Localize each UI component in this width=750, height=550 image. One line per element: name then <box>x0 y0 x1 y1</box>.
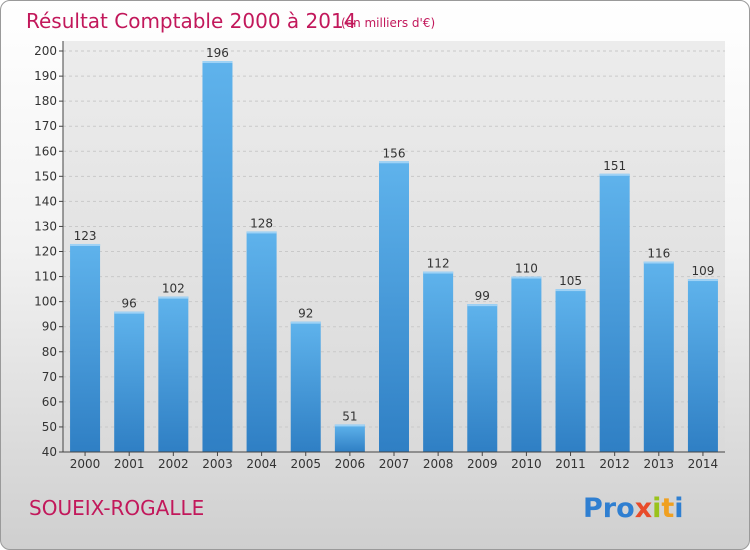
bar-2014 <box>687 279 718 452</box>
y-tick-label: 180 <box>34 94 57 108</box>
x-tick-label: 2012 <box>599 457 630 471</box>
x-tick-label: 2000 <box>70 457 101 471</box>
y-tick-label: 90 <box>42 320 57 334</box>
bars <box>70 61 718 453</box>
bar-highlight <box>290 321 321 324</box>
bar-highlight <box>158 296 189 299</box>
logo-letter: t <box>661 493 674 524</box>
bar-2013 <box>643 261 674 452</box>
bar-2006 <box>334 424 365 452</box>
value-label: 112 <box>427 257 450 271</box>
x-tick-label: 2006 <box>335 457 366 471</box>
proxiti-logo: Proxiti <box>583 493 684 524</box>
x-axis: 2000 2001 2002 2003 2004 2005 2006 2007 2008 2009… <box>63 451 725 471</box>
bar-2005 <box>290 321 321 452</box>
y-tick-label: 150 <box>34 169 57 183</box>
value-label: 105 <box>559 274 582 288</box>
bar-2000 <box>70 243 101 452</box>
y-tick-label: 200 <box>34 44 57 58</box>
bar-highlight <box>202 61 233 64</box>
y-tick-label: 60 <box>42 395 57 409</box>
bar-highlight <box>687 279 718 282</box>
bar-highlight <box>70 243 101 246</box>
y-tick-label: 120 <box>34 245 57 259</box>
value-label: 151 <box>603 159 626 173</box>
bar-2004 <box>246 231 277 452</box>
x-tick-label: 2008 <box>423 457 454 471</box>
y-tick-label: 40 <box>42 445 57 459</box>
value-label: 128 <box>250 216 273 230</box>
bar-highlight <box>643 261 674 264</box>
bar-2008 <box>423 271 454 452</box>
value-label: 196 <box>206 46 229 60</box>
y-axis: 40 50 60 70 80 90 100 110 120 130 140 150 160 170 180 1… <box>34 41 64 459</box>
value-label: 156 <box>383 146 406 160</box>
y-tick-label: 70 <box>42 370 57 384</box>
y-tick-label: 130 <box>34 219 57 233</box>
x-tick-label: 2003 <box>202 457 233 471</box>
y-tick-label: 190 <box>34 69 57 83</box>
logo-letter: o <box>616 493 635 524</box>
x-tick-label: 2007 <box>379 457 410 471</box>
logo-letter: x <box>635 493 652 524</box>
title-text: Résultat Comptable 2000 à 2014 <box>26 9 356 33</box>
y-tick-label: 110 <box>34 270 57 284</box>
unit-label: (en milliers d'€) <box>341 16 435 30</box>
x-tick-label: 2001 <box>114 457 145 471</box>
city-name: SOUEIX-ROGALLE <box>29 496 204 520</box>
logo-letter: i <box>674 493 683 524</box>
bar-2009 <box>467 304 498 452</box>
value-label: 123 <box>74 229 97 243</box>
bar-2003 <box>202 61 233 453</box>
x-tick-label: 2011 <box>555 457 586 471</box>
bar-2012 <box>599 173 630 452</box>
x-tick-label: 2002 <box>158 457 189 471</box>
y-tick-label: 140 <box>34 194 57 208</box>
bar-2010 <box>511 276 542 452</box>
logo-letter: r <box>603 493 617 524</box>
value-label: 116 <box>647 247 670 261</box>
bar-highlight <box>114 311 145 314</box>
bar-highlight <box>334 424 365 427</box>
bar-2007 <box>379 161 409 452</box>
bar-2001 <box>114 311 145 452</box>
logo-letter: i <box>652 493 661 524</box>
y-tick-label: 80 <box>42 345 57 359</box>
bar-highlight <box>511 276 542 279</box>
bar-highlight <box>246 231 277 234</box>
bar-2002 <box>158 296 189 452</box>
y-tick-label: 50 <box>42 420 57 434</box>
value-label: 102 <box>162 282 185 296</box>
value-labels: 123 96 102 196 128 92 51 156 112 99 110 105 151 116 10… <box>74 46 715 423</box>
x-tick-label: 2014 <box>688 457 719 471</box>
x-tick-label: 2005 <box>290 457 321 471</box>
chart-title: Résultat Comptable 2000 à 2014 (en milli… <box>26 9 435 33</box>
value-label: 92 <box>298 307 313 321</box>
value-label: 96 <box>122 297 137 311</box>
bar-highlight <box>379 161 409 164</box>
logo-letter: P <box>583 493 603 524</box>
x-tick-label: 2004 <box>246 457 277 471</box>
bar-highlight <box>599 173 630 176</box>
y-tick-label: 160 <box>34 144 57 158</box>
x-tick-label: 2013 <box>644 457 675 471</box>
value-label: 51 <box>342 409 357 423</box>
bar-highlight <box>467 304 498 307</box>
x-tick-label: 2009 <box>467 457 498 471</box>
x-tick-label: 2010 <box>511 457 542 471</box>
y-tick-label: 170 <box>34 119 57 133</box>
bar-2011 <box>555 289 586 452</box>
bar-highlight <box>555 289 586 292</box>
value-label: 99 <box>475 289 490 303</box>
y-tick-label: 100 <box>34 295 57 309</box>
bar-highlight <box>423 271 454 274</box>
value-label: 110 <box>515 262 538 276</box>
value-label: 109 <box>691 264 714 278</box>
